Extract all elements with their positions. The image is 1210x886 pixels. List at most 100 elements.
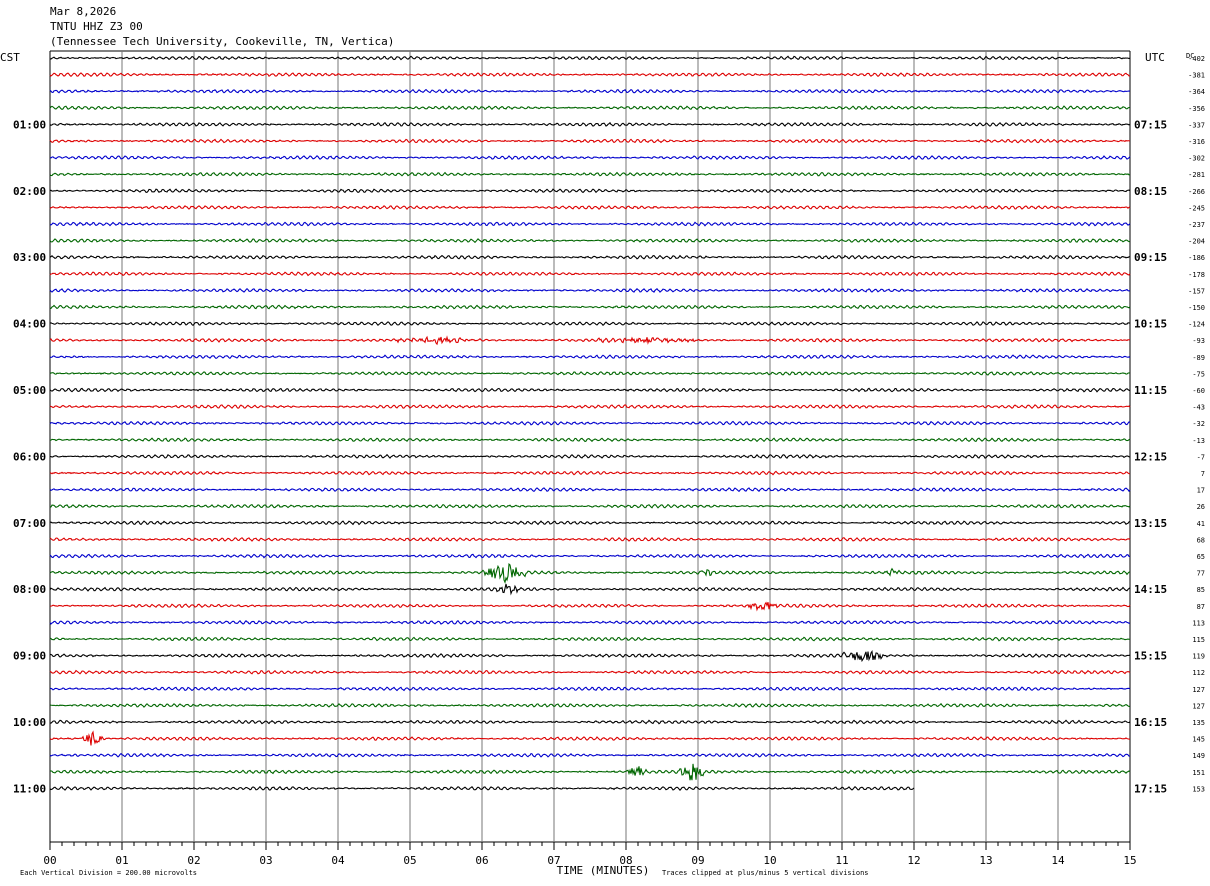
time-tick-label: 11 — [835, 854, 848, 867]
trace-line — [49, 686, 1131, 692]
trace-line — [49, 470, 1131, 476]
trace-line — [49, 785, 915, 791]
cst-hour-label: 02:00 — [13, 185, 46, 198]
trace-line — [49, 321, 1131, 327]
trace-line — [49, 583, 1131, 596]
dc-offset-value: 127 — [1192, 686, 1205, 694]
time-tick-label: 14 — [1051, 854, 1065, 867]
dc-offset-value: -178 — [1188, 271, 1205, 279]
trace-line — [49, 520, 1131, 526]
dc-offset-value: 68 — [1197, 536, 1205, 544]
dc-offset-value: -356 — [1188, 105, 1205, 113]
trace-line — [49, 650, 1131, 663]
seismic-traces — [49, 55, 1131, 791]
cst-hour-label: 08:00 — [13, 583, 46, 596]
dc-offset-value: -237 — [1188, 221, 1205, 229]
utc-hour-label: 15:15 — [1134, 650, 1167, 663]
dc-offset-value: -7 — [1197, 453, 1205, 461]
dc-offset-value: 153 — [1192, 785, 1205, 793]
dc-offset-value: 119 — [1192, 653, 1205, 661]
dc-offset-value: -302 — [1188, 155, 1205, 163]
utc-hour-label: 13:15 — [1134, 517, 1167, 530]
trace-line — [49, 254, 1131, 260]
dc-offset-value: -124 — [1188, 321, 1205, 329]
trace-line — [49, 453, 1131, 459]
trace-line — [49, 669, 1131, 675]
dc-offset-value: -89 — [1192, 354, 1205, 362]
cst-hour-label: 07:00 — [13, 517, 46, 530]
dc-offset-value: -245 — [1188, 204, 1205, 212]
dc-offset-value: 7 — [1201, 470, 1205, 478]
trace-line — [49, 553, 1131, 559]
utc-hour-label: 08:15 — [1134, 185, 1167, 198]
dc-offset-value: -381 — [1188, 72, 1205, 80]
trace-line — [49, 620, 1131, 625]
station-code: TNTU HHZ Z3 00 — [50, 20, 143, 33]
trace-line — [49, 204, 1131, 210]
trace-line — [49, 487, 1131, 493]
trace-line — [49, 437, 1131, 443]
trace-line — [49, 271, 1131, 277]
dc-offset-value: -13 — [1192, 437, 1205, 445]
time-tick-label: 13 — [979, 854, 992, 867]
time-tick-label: 07 — [547, 854, 560, 867]
trace-line — [49, 221, 1131, 227]
utc-label: UTC — [1145, 51, 1165, 64]
trace-line — [49, 420, 1131, 426]
dc-offset-value: 149 — [1192, 752, 1205, 760]
dc-offset-value: -93 — [1192, 337, 1205, 345]
dc-offset-value: 135 — [1192, 719, 1205, 727]
dc-offset-value: -364 — [1188, 88, 1205, 96]
dc-offset-value: -60 — [1192, 387, 1205, 395]
trace-line — [49, 404, 1131, 410]
time-tick-label: 15 — [1123, 854, 1136, 867]
trace-line — [49, 155, 1131, 161]
time-tick-label: 01 — [115, 854, 128, 867]
trace-line — [49, 188, 1131, 194]
time-tick-label: 08 — [619, 854, 632, 867]
time-tick-label: 05 — [403, 854, 416, 867]
time-tick-label: 06 — [475, 854, 488, 867]
dc-offset-value: -337 — [1188, 121, 1205, 129]
trace-line — [49, 536, 1131, 542]
trace-line — [49, 138, 1131, 144]
trace-line — [49, 752, 1131, 758]
trace-line — [49, 354, 1131, 360]
utc-hour-label: 10:15 — [1134, 318, 1167, 331]
trace-line — [49, 287, 1131, 293]
dc-offset-value: 145 — [1192, 736, 1205, 744]
time-tick-label: 03 — [259, 854, 272, 867]
time-gridlines — [49, 50, 1131, 850]
trace-line — [49, 371, 1131, 376]
cst-hour-label: 10:00 — [13, 716, 46, 729]
trace-line — [49, 636, 1131, 642]
dc-offset-value: -75 — [1192, 370, 1205, 378]
time-tick-label: 09 — [691, 854, 704, 867]
cst-hour-label: 01:00 — [13, 118, 46, 131]
dc-offset-value: -186 — [1188, 254, 1205, 262]
dc-offset-value: 87 — [1197, 603, 1205, 611]
utc-hour-label: 12:15 — [1134, 450, 1167, 463]
trace-line — [49, 105, 1131, 111]
trace-line — [49, 238, 1131, 244]
dc-offset-value: -281 — [1188, 171, 1205, 179]
time-tick-label: 02 — [187, 854, 200, 867]
trace-line — [49, 503, 1131, 509]
trace-line — [49, 387, 1131, 393]
dc-offset-value: -150 — [1188, 304, 1205, 312]
dc-offset-value: 85 — [1197, 586, 1205, 594]
dc-offset-value: -402 — [1188, 55, 1205, 63]
time-tick-label: 10 — [763, 854, 776, 867]
cst-hour-label: 06:00 — [13, 450, 46, 463]
dc-offset-value: -43 — [1192, 404, 1205, 412]
dc-offset-value: 77 — [1197, 570, 1205, 578]
utc-hour-label: 09:15 — [1134, 251, 1167, 264]
trace-line — [49, 702, 1131, 708]
dc-offset-value: 127 — [1192, 702, 1205, 710]
trace-line — [49, 730, 1131, 746]
dc-offset-value: 151 — [1192, 769, 1205, 777]
cst-hour-label: 05:00 — [13, 384, 46, 397]
time-tick-label: 12 — [907, 854, 920, 867]
trace-line — [49, 563, 1131, 585]
